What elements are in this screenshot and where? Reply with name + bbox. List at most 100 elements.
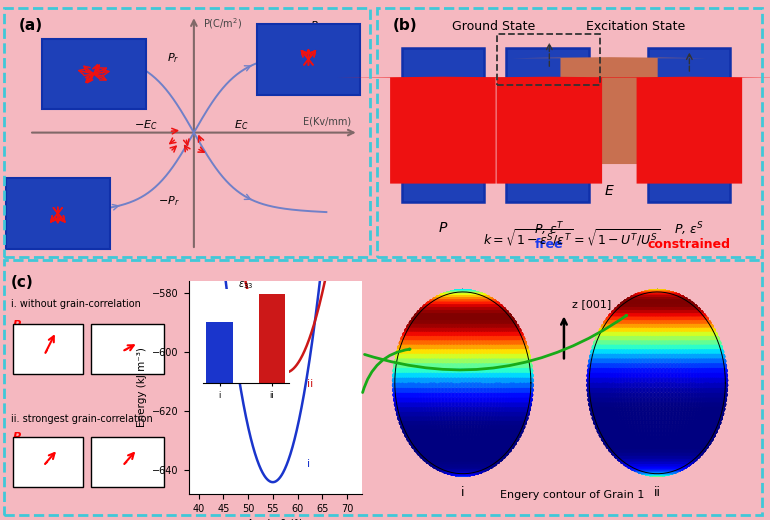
Point [591,414,604,422]
Point [496,386,508,394]
Point [441,315,454,323]
Point [638,467,650,476]
Point [588,409,600,418]
Point [394,353,407,361]
Point [658,294,670,302]
Point [717,400,729,409]
Point [652,470,665,478]
Point [457,288,469,296]
Point [653,469,665,477]
Point [453,459,465,467]
Point [515,409,527,418]
Point [656,435,668,443]
Point [644,288,656,296]
Point [493,449,505,457]
Point [451,469,464,477]
Point [644,288,656,296]
Point [630,400,642,409]
Point [651,470,664,478]
Point [457,288,469,296]
Point [654,330,666,339]
Point [596,339,608,347]
Point [618,431,630,439]
Point [433,449,445,457]
Point [457,470,469,478]
Point [651,288,664,296]
Point [653,469,665,477]
Point [507,327,520,335]
Point [656,438,668,447]
Point [638,467,650,476]
Point [417,312,429,320]
Point [647,290,659,298]
Point [494,454,506,463]
Point [446,469,458,477]
Point [654,470,666,478]
Point [449,292,461,301]
Point [474,291,487,300]
Point [411,312,424,320]
Point [456,469,468,477]
Point [477,312,490,320]
Point [454,466,466,475]
Point [390,367,402,375]
Point [464,288,476,296]
Point [396,339,408,347]
Point [628,461,641,470]
Point [400,427,412,435]
Point [657,469,669,477]
Point [454,470,467,478]
Point [447,294,459,302]
Point [475,298,487,306]
Point [661,290,674,298]
Point [666,291,678,300]
Point [638,291,650,300]
Point [619,303,631,311]
Point [470,357,482,366]
Point [486,303,498,311]
Point [659,466,671,475]
Point [685,309,697,317]
Point [685,391,697,399]
Point [600,371,612,380]
Point [606,446,618,454]
Point [682,343,695,352]
Point [690,452,702,460]
Point [494,303,507,311]
Text: $-E_C$: $-E_C$ [134,118,158,132]
Point [665,290,677,298]
Point [432,463,444,472]
Point [444,330,456,339]
Point [630,296,642,304]
Point [454,288,466,296]
Point [585,357,598,366]
Point [651,288,664,296]
Point [695,449,707,457]
Point [463,469,475,477]
Point [668,292,681,301]
Point [640,292,652,301]
Point [457,470,469,478]
Point [460,288,472,296]
Point [681,303,694,311]
Point [651,470,663,478]
Point [446,289,458,297]
Point [453,423,465,431]
Point [456,303,468,311]
Point [439,466,451,475]
Point [390,362,403,370]
Point [665,466,677,475]
Point [457,288,469,296]
Point [659,469,671,477]
Point [431,303,444,311]
Point [419,303,431,311]
Point [708,391,720,399]
Point [458,289,470,297]
Point [502,446,514,454]
Point [400,330,412,339]
Point [460,470,473,478]
Point [665,290,678,298]
Point [445,291,457,300]
Point [447,322,460,331]
Point [651,470,664,478]
